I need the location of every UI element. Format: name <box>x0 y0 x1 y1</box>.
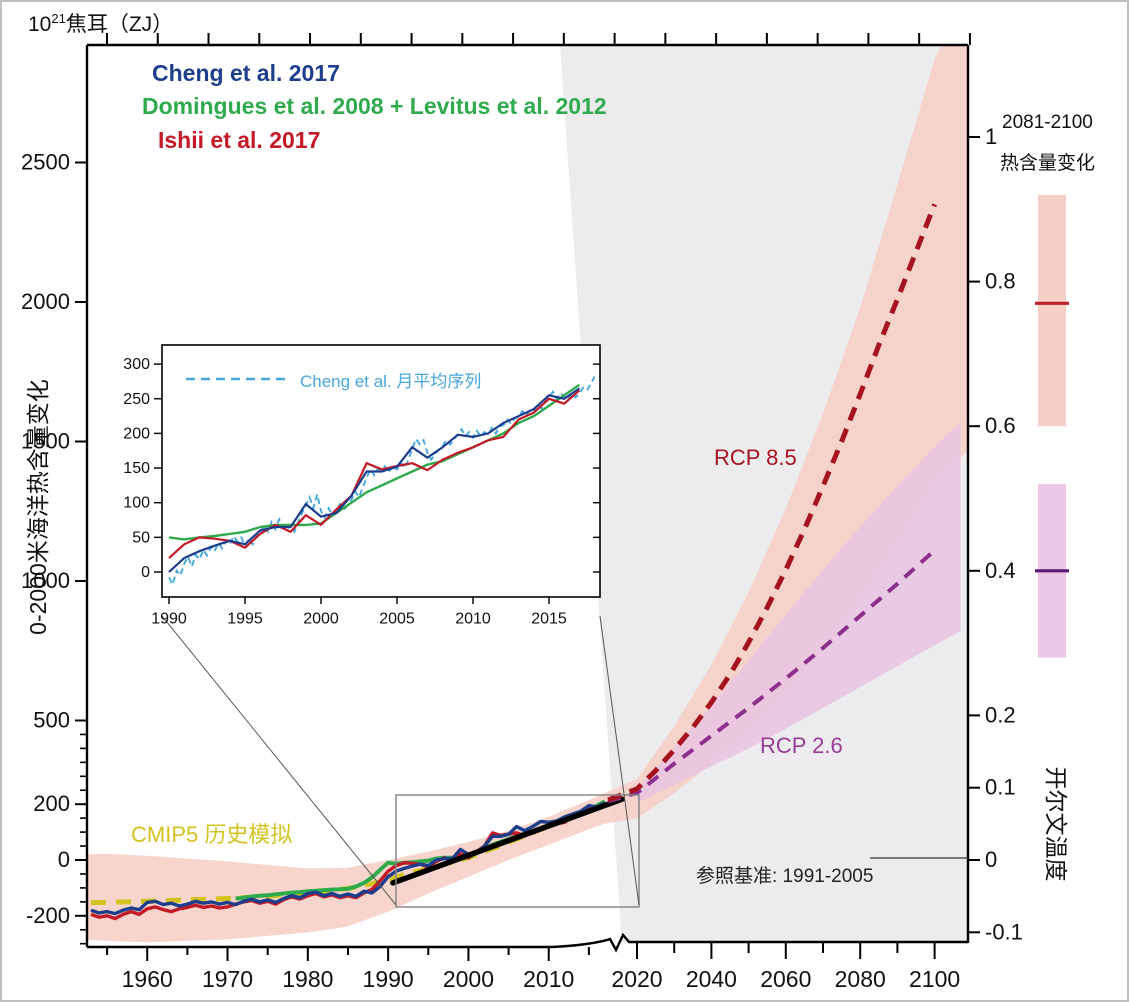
right-y-tick-label: 0.8 <box>985 269 1016 294</box>
chart-title: 1021焦耳（ZJ） <box>28 8 173 38</box>
inset-y-tick-label: 50 <box>132 529 150 546</box>
x-tick-label: 2020 <box>611 966 662 992</box>
inset-x-tick-label: 2000 <box>303 610 339 627</box>
inset-cheng-line <box>168 387 581 573</box>
right-y-tick-label: 1 <box>985 124 997 149</box>
inset-axis-ticks <box>154 363 600 604</box>
x-tick-label: 1980 <box>282 966 333 992</box>
rcp26-uncertainty-band <box>637 422 961 803</box>
left-y-tick-label: 200 <box>33 791 70 816</box>
inset-connector-left <box>161 615 397 906</box>
left-y-tick-label: 500 <box>33 708 70 733</box>
right-y-tick-label: 0 <box>985 847 997 872</box>
cmip5-label: CMIP5 历史模拟 <box>131 822 293 847</box>
x-tick-label: 2000 <box>443 966 494 992</box>
title-unit: 焦耳（ZJ） <box>65 13 174 36</box>
x-tick-label: 2100 <box>909 966 960 992</box>
inset-tick-labels: 0 50 100 150 200 250 300 1990 1995 2000 2005 2010 20… <box>123 356 567 627</box>
right-y-tick-label: 0.1 <box>985 775 1016 800</box>
left-axis-title: 0-2000米海洋热含量变化 <box>25 379 51 635</box>
main-axes <box>85 43 970 953</box>
inset-y-tick-label: 150 <box>123 460 150 477</box>
legend-domingues-levitus: Domingues et al. 2008 + Levitus et al. 2… <box>142 93 607 119</box>
x-tick-label: 1990 <box>363 966 414 992</box>
x-tick-label: 2040 <box>686 966 737 992</box>
inset-y-tick-label: 0 <box>141 564 150 581</box>
axis-tick-labels: 1960 1970 1980 1990 2000 2010 2020 2040 2060 2080… <box>21 124 1023 992</box>
x-tick-label: 2010 <box>523 966 574 992</box>
inset-y-tick-label: 200 <box>123 425 150 442</box>
x-tick-label: 1970 <box>202 966 253 992</box>
projection-shaded-region <box>560 45 968 943</box>
right-panel-title-line1: 2081-2100 <box>1002 112 1093 133</box>
inset-x-tick-label: 1995 <box>227 610 263 627</box>
baseline-reference-label: 参照基准: 1991-2005 <box>696 866 874 887</box>
right-axis-title: 开尔文温度 <box>1043 766 1069 882</box>
right-y-tick-label: 0.4 <box>985 558 1016 583</box>
left-y-tick-label: 1500 <box>21 429 70 454</box>
rcp26-projection-line <box>607 548 936 804</box>
inset-legend-label: Cheng et al. 月平均序列 <box>300 372 482 391</box>
right-y-tick-label: 0.2 <box>985 702 1016 727</box>
right-y-tick-label: 0.6 <box>985 413 1016 438</box>
trend-line <box>390 796 625 886</box>
legend-ishii: Ishii et al. 2017 <box>158 127 321 153</box>
right-y-tick-label: -0.1 <box>985 919 1023 944</box>
inset-x-tick-label: 2005 <box>379 610 415 627</box>
left-y-tick-label: 1000 <box>21 568 70 593</box>
right-panel-title-line2: 热含量变化 <box>1000 153 1096 174</box>
cmip5-line <box>90 799 606 906</box>
rcp85-label: RCP 8.5 <box>714 445 797 470</box>
left-y-tick-label: 2500 <box>21 150 70 175</box>
left-y-tick-label: -200 <box>26 903 70 928</box>
title-base: 10 <box>28 13 52 36</box>
inset-x-tick-label: 1990 <box>151 610 187 627</box>
axis-ticks <box>75 33 980 961</box>
inset-y-tick-label: 300 <box>123 356 150 373</box>
left-y-tick-label: 0 <box>58 847 70 872</box>
inset-ishii-line <box>168 389 581 559</box>
plot-area <box>87 45 968 943</box>
left-y-tick-label: 2000 <box>21 289 70 314</box>
inset-connector-right <box>599 615 640 906</box>
cheng-line <box>90 801 606 916</box>
legend-cheng: Cheng et al. 2017 <box>152 60 340 86</box>
rcp85-range-bar <box>1038 194 1066 427</box>
rcp85-projection-line <box>607 203 937 803</box>
inset-x-tick-label: 2015 <box>531 610 567 627</box>
x-tick-label: 2060 <box>760 966 811 992</box>
zoom-source-box <box>395 794 640 908</box>
inset-y-tick-label: 100 <box>123 495 150 512</box>
inset-plot-area <box>168 376 596 588</box>
title-exponent: 21 <box>51 11 66 26</box>
inset-x-tick-label: 2010 <box>455 610 491 627</box>
inset-y-tick-label: 250 <box>123 391 150 408</box>
x-tick-label: 1960 <box>122 966 173 992</box>
rcp26-label: RCP 2.6 <box>760 733 843 758</box>
x-tick-label: 2080 <box>835 966 886 992</box>
